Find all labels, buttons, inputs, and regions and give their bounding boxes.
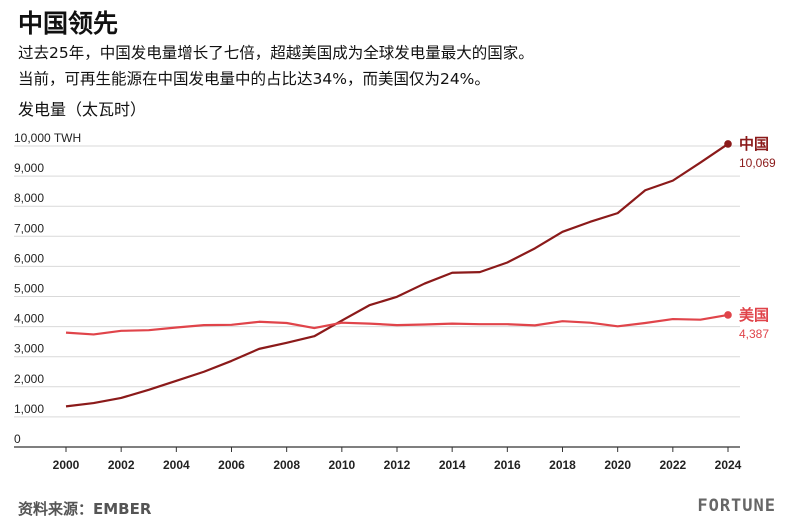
x-tick-label: 2014 <box>439 458 466 472</box>
x-tick-label: 2006 <box>218 458 245 472</box>
x-tick-label: 2000 <box>53 458 80 472</box>
series-lines <box>65 140 732 408</box>
series-end-point <box>724 311 732 319</box>
y-tick-label: 5,000 <box>14 282 44 296</box>
series-line-usa <box>65 313 729 336</box>
x-tick-label: 2024 <box>715 458 742 472</box>
x-tick-label: 2004 <box>163 458 190 472</box>
x-axis: 2000 2002 2004 2006 2008 2010 2012 2014 2016 2018… <box>14 446 742 472</box>
y-tick-label: 6,000 <box>14 251 44 265</box>
series-value-label: 4,387 <box>739 327 769 341</box>
series-name-label: 中国 <box>739 135 769 153</box>
y-tick-label: 3,000 <box>14 342 44 356</box>
x-tick-label: 2012 <box>384 458 411 472</box>
series-value-label: 10,069 <box>739 156 776 170</box>
subtitle-line-2: 当前，可再生能源在中国发电量中的占比达34%，而美国仅为24%。 <box>18 70 490 88</box>
chart-subtitle: 过去25年，中国发电量增长了七倍，超越美国成为全球发电量最大的国家。 当前，可再… <box>18 40 534 92</box>
series-name-label: 美国 <box>739 306 769 324</box>
y-tick-label: 0 <box>14 432 21 446</box>
x-tick-label: 2016 <box>494 458 521 472</box>
x-tick-label: 2008 <box>273 458 300 472</box>
y-tick-label: 2,000 <box>14 372 44 386</box>
brand-logo: FORTUNE <box>697 496 776 516</box>
source-note: 资料来源：EMBER <box>18 500 152 518</box>
y-tick-label: 1,000 <box>14 402 44 416</box>
series-end-point <box>724 140 732 148</box>
y-tick-label: 4,000 <box>14 312 44 326</box>
grid-lines <box>14 145 740 418</box>
y-tick-label: 10,000 TWH <box>14 131 81 145</box>
y-axis-ticks: 0 1,000 2,000 3,000 4,000 5,000 6,000 7,000 8,00… <box>14 131 81 446</box>
subtitle-line-1: 过去25年，中国发电量增长了七倍，超越美国成为全球发电量最大的国家。 <box>18 44 534 62</box>
y-tick-label: 7,000 <box>14 221 44 235</box>
y-tick-label: 9,000 <box>14 161 44 175</box>
series-labels: 中国 10,069 美国 4,387 <box>739 135 776 341</box>
x-tick-label: 2010 <box>328 458 355 472</box>
x-tick-label: 2002 <box>108 458 135 472</box>
x-tick-label: 2018 <box>549 458 576 472</box>
y-axis-label: 发电量（太瓦时） <box>18 100 147 119</box>
x-tick-label: 2022 <box>659 458 686 472</box>
chart-title: 中国领先 <box>18 9 119 38</box>
x-tick-label: 2020 <box>604 458 631 472</box>
y-tick-label: 8,000 <box>14 191 44 205</box>
series-line-china <box>65 143 729 408</box>
